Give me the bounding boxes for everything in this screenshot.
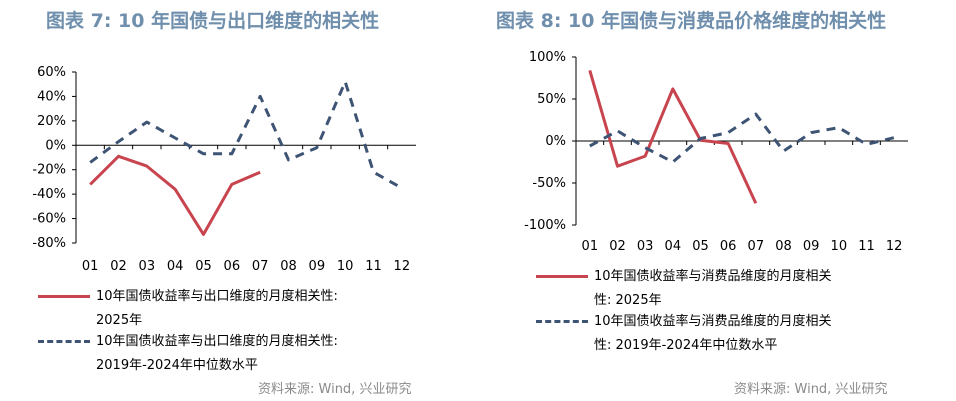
y-tick-label-right: 100%	[529, 50, 566, 65]
legend-label-2025-right-line2: 性: 2025年	[594, 293, 662, 308]
y-tick-label-right: 0%	[545, 134, 566, 149]
x-tick-label-left: 09	[309, 259, 326, 274]
x-tick-label-right: 06	[720, 239, 737, 254]
x-tick-label-right: 03	[637, 239, 654, 254]
x-tick-label-left: 06	[224, 259, 241, 274]
y-tick-label-left: 20%	[37, 114, 66, 129]
chart-title-left: 图表 7: 10 年国债与出口维度的相关性	[46, 10, 380, 32]
x-tick-label-right: 01	[582, 239, 599, 254]
legend-label-2025-right-line1: 10年国债收益率与消费品维度的月度相关	[594, 269, 832, 284]
x-tick-label-left: 05	[195, 259, 212, 274]
legend-swatch-solid	[38, 295, 90, 298]
y-tick-label-right: -50%	[532, 176, 566, 191]
x-tick-label-right: 05	[692, 239, 709, 254]
x-tick-label-left: 11	[365, 259, 382, 274]
legend-label-median-line1: 10年国债收益率与出口维度的月度相关性:	[96, 334, 338, 349]
legend-swatch-dashed-right	[536, 320, 588, 323]
x-tick-label-left: 12	[394, 259, 411, 274]
y-tick-label-right: 50%	[537, 92, 566, 107]
y-tick-label-left: -60%	[32, 212, 66, 227]
x-tick-label-right: 11	[858, 239, 875, 254]
legend-label-median-line2: 2019年-2024年中位数水平	[96, 358, 258, 373]
legend-label-median-right-line2: 性: 2019年-2024年中位数水平	[594, 338, 778, 353]
y-tick-label-left: 40%	[37, 89, 66, 104]
x-tick-label-left: 10	[337, 259, 354, 274]
y-tick-label-left: -40%	[32, 187, 66, 202]
x-tick-label-left: 03	[139, 259, 156, 274]
legend-swatch-dashed	[38, 340, 90, 343]
source-note-left: 资料来源: Wind, 兴业研究	[258, 382, 412, 397]
y-tick-label-left: 60%	[37, 65, 66, 80]
legend-swatch-solid-right	[536, 275, 588, 278]
series-line-median-left	[89, 80, 403, 190]
x-tick-label-left: 02	[110, 259, 127, 274]
series-line-2025-left	[89, 154, 261, 236]
x-tick-label-right: 10	[831, 239, 848, 254]
x-tick-label-right: 09	[803, 239, 820, 254]
x-tick-label-left: 04	[167, 259, 184, 274]
source-note-right: 资料来源: Wind, 兴业研究	[734, 382, 888, 397]
series-line-2025-right	[588, 69, 758, 204]
chart-right: -100% -50% 0% 50% 100% 01 02 03 04 05 06 07 08 09 10 11…	[524, 50, 908, 254]
x-tick-label-right: 08	[775, 239, 792, 254]
x-tick-label-right: 07	[748, 239, 765, 254]
x-tick-label-left: 08	[280, 259, 297, 274]
y-tick-label-right: -100%	[524, 218, 566, 233]
x-tick-label-right: 02	[609, 239, 626, 254]
x-tick-label-left: 07	[252, 259, 269, 274]
y-tick-label-left: -80%	[32, 236, 66, 251]
x-tick-label-left: 01	[82, 259, 99, 274]
x-tick-label-right: 04	[665, 239, 682, 254]
y-tick-label-left: 0%	[45, 138, 66, 153]
legend-label-2025-line2: 2025年	[96, 313, 143, 328]
chart-title-right: 图表 8: 10 年国债与消费品价格维度的相关性	[496, 10, 887, 32]
x-tick-label-right: 12	[886, 239, 903, 254]
legend-label-2025-line1: 10年国债收益率与出口维度的月度相关性:	[96, 289, 338, 304]
y-tick-label-left: -20%	[32, 163, 66, 178]
legend-label-median-right-line1: 10年国债收益率与消费品维度的月度相关	[594, 314, 832, 329]
series-line-median-right	[589, 112, 895, 164]
chart-left: -80% -60% -40% -20% 0% 20% 40% 60% 01 02 03 04 05 06 0…	[32, 65, 416, 274]
